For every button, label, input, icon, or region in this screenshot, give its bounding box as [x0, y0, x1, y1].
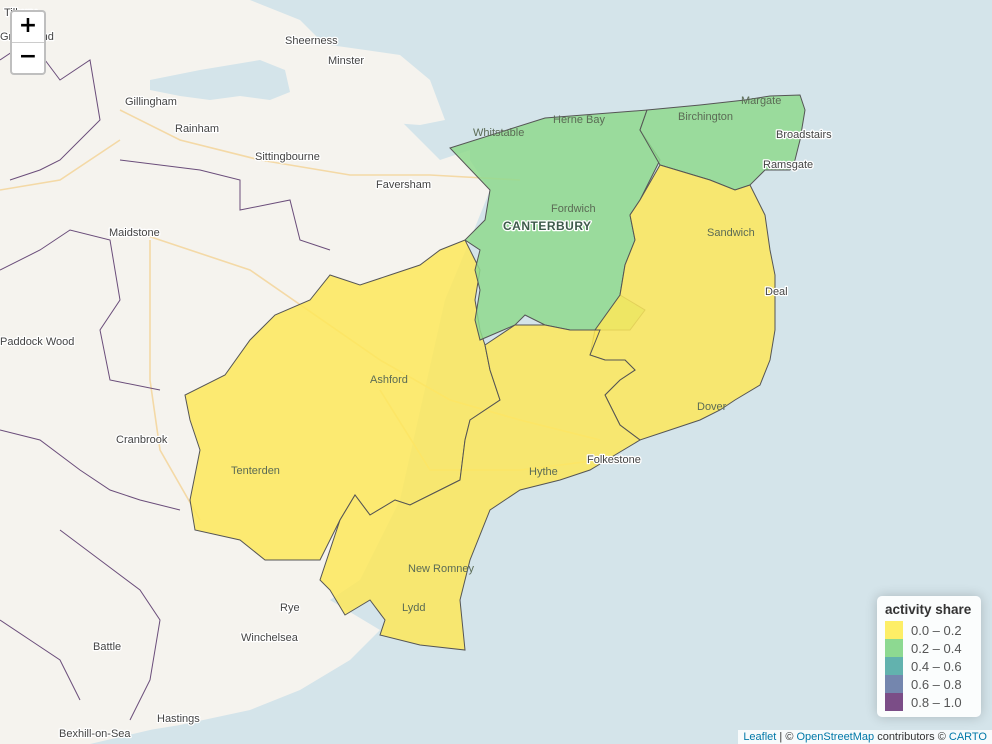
- label-canterbury: CANTERBURY: [503, 219, 592, 233]
- legend-label: 0.8 – 1.0: [911, 694, 962, 710]
- legend-swatch: [885, 639, 903, 657]
- legend-item: 0.8 – 1.0: [885, 693, 973, 711]
- zoom-control: + −: [10, 10, 46, 75]
- label-hythe: Hythe: [529, 466, 558, 478]
- land-south: [0, 430, 380, 744]
- label-whitstable: Whitstable: [473, 127, 524, 139]
- legend-label: 0.4 – 0.6: [911, 658, 962, 674]
- label-margate: Margate: [741, 95, 781, 107]
- legend-item: 0.2 – 0.4: [885, 639, 973, 657]
- label-sandwich: Sandwich: [707, 227, 755, 239]
- label-rye: Rye: [280, 602, 300, 614]
- legend-item: 0.0 – 0.2: [885, 621, 973, 639]
- label-hastings: Hastings: [157, 713, 200, 725]
- isle-of-sheppey: [280, 42, 445, 125]
- district-boundaries: [0, 39, 331, 721]
- legend-swatch: [885, 693, 903, 711]
- medway-estuary: [150, 60, 290, 100]
- zoom-in-button[interactable]: +: [18, 13, 38, 38]
- label-minster: Minster: [328, 55, 364, 67]
- legend-item: 0.4 – 0.6: [885, 657, 973, 675]
- label-winchelsea: Winchelsea: [241, 632, 299, 644]
- label-rainham: Rainham: [175, 123, 219, 135]
- legend-swatch: [885, 657, 903, 675]
- legend-label: 0.0 – 0.2: [911, 622, 962, 638]
- legend-swatch: [885, 675, 903, 693]
- openstreetmap-link[interactable]: OpenStreetMap: [796, 731, 875, 743]
- legend-item: 0.6 – 0.8: [885, 675, 973, 693]
- label-sittingbourne: Sittingbourne: [255, 151, 320, 163]
- label-dover: Dover: [697, 401, 727, 413]
- label-birchington: Birchington: [678, 111, 733, 123]
- label-broadstairs: Broadstairs: [776, 129, 832, 141]
- label-fordwich: Fordwich: [551, 203, 596, 215]
- label-sheerness: Sheerness: [285, 35, 338, 47]
- label-new-romney: New Romney: [408, 563, 475, 575]
- label-faversham: Faversham: [376, 179, 431, 191]
- choropleth-layer: [184, 94, 806, 651]
- region-folkestone-hythe: [319, 324, 641, 651]
- carto-link[interactable]: CARTO: [948, 731, 987, 743]
- label-battle: Battle: [93, 641, 121, 653]
- label-cranbrook: Cranbrook: [116, 434, 168, 446]
- legend-swatch: [885, 621, 903, 639]
- legend-label: 0.2 – 0.4: [911, 640, 962, 656]
- attribution-bar: Leaflet | © OpenStreetMap contributors ©…: [738, 730, 992, 744]
- label-tenterden: Tenterden: [231, 465, 280, 477]
- attribution-middle: contributors ©: [874, 731, 949, 743]
- label-herne-bay: Herne Bay: [553, 114, 605, 126]
- label-folkestone: Folkestone: [587, 454, 641, 466]
- label-lydd: Lydd: [402, 602, 425, 614]
- map-legend: activity share 0.0 – 0.2 0.2 – 0.4 0.4 –…: [877, 596, 981, 717]
- legend-label: 0.6 – 0.8: [911, 676, 962, 692]
- leaflet-link[interactable]: Leaflet: [743, 731, 777, 743]
- label-ramsgate: Ramsgate: [763, 159, 813, 171]
- label-maidstone: Maidstone: [109, 227, 160, 239]
- label-ashford: Ashford: [370, 374, 408, 386]
- label-gillingham: Gillingham: [125, 96, 177, 108]
- label-deal: Deal: [765, 286, 788, 298]
- attribution-separator: | ©: [776, 731, 797, 743]
- label-paddock-wood: Paddock Wood: [0, 336, 74, 348]
- label-bexhill-on-sea: Bexhill-on-Sea: [59, 728, 131, 740]
- zoom-out-button[interactable]: −: [12, 42, 44, 73]
- legend-title: activity share: [885, 602, 972, 617]
